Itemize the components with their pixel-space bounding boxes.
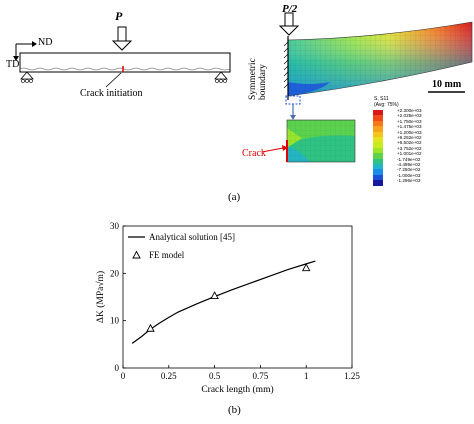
colorbar-swatch [373,180,383,186]
symmetry-hatching [283,41,289,89]
axis-nd-label: ND [38,37,53,48]
legend-marker-swatch [132,250,141,259]
crack-initiation-label: Crack initiation [80,88,143,99]
legend-label-fe: FE model [149,250,185,260]
colorbar-value: +1.750e+03 [397,118,422,124]
legend-label-analytical: Analytical solution [45] [149,232,235,242]
beam-schematic [13,26,231,88]
colorbar-swatch [373,115,383,121]
axis-indicator [13,41,37,61]
symmetric-boundary-label: Symmetric boundary [248,58,268,100]
colorbar-swatch [373,120,383,127]
load-arrow-p [111,26,133,51]
plot-frame [122,225,353,369]
colorbar-value: +3.752e+02 [397,145,422,151]
caption-b: (b) [228,404,241,416]
series-analytical-line [131,260,316,344]
colorbar-value: -7.250e+02 [397,167,421,173]
x-tick-label: 0.25 [161,371,177,381]
colorbar-value: +2.300e+03 [397,108,422,113]
colorbar-value: -1.296e+03 [397,178,421,184]
left-support [20,71,34,83]
colorbar-swatch [373,110,383,116]
contour-beam [287,21,473,97]
crack-pointer [105,72,122,88]
fe-marker [146,323,155,332]
load-label-p2: P/2 [282,3,298,15]
x-tick-label: 1 [304,371,309,381]
load-label-p: P [115,9,123,23]
x-tick-label: 0 [121,371,126,381]
dk-chart: 0 0.25 0.5 0.75 1 1.25 0 10 20 30 Crack length (mm… [95,221,360,395]
colorbar-value: +1.200e+03 [397,129,422,135]
y-tick-label: 30 [110,221,120,231]
x-tick-label: 0.75 [253,371,269,381]
fe-marker [210,291,219,300]
colorbar-swatch [373,131,383,137]
colorbar-swatch [373,169,383,175]
colorbar-value: -1.000e+03 [397,172,421,178]
x-tick-label: 0.5 [209,371,221,381]
zoomed-inset [286,119,356,163]
y-tick-label: 10 [110,316,120,326]
colorbar-value: +1.001e+02 [397,151,422,157]
colorbar-value: +6.502e+02 [397,140,422,146]
colorbar-swatch [373,158,383,164]
load-arrow-p2 [278,12,300,36]
y-axis-label: ΔK (MPa√m) [95,271,106,323]
x-axis-label: Crack length (mm) [201,384,273,395]
crack-label: Crack [242,148,266,159]
y-tick-label: 20 [110,268,120,278]
colorbar-value: -1.749e+02 [397,156,421,162]
scale-bar-label: 10 mm [432,79,462,90]
colorbar-title: S, S11 [374,96,389,102]
colorbar-swatch [373,153,383,159]
beam-wavy-bottom [19,67,231,71]
colorbar-value: +9.252e+02 [397,135,422,140]
crack-arrow [261,147,284,153]
beam [19,52,231,73]
colorbar-subtitle: (Avg: 75%) [374,102,399,108]
caption-a: (a) [228,191,241,203]
y-tick-label: 0 [115,363,120,373]
colorbar-value: +2.025e+03 [397,113,422,119]
colorbar-swatch [373,164,383,170]
colorbar-value: -4.499e+02 [397,162,421,167]
fe-contour-figure [261,12,473,163]
colorbar-swatch [373,137,383,143]
x-tick-label: 1.25 [344,371,360,381]
colorbar-swatch [373,174,383,181]
colorbar-value: +1.475e+03 [397,124,422,130]
colorbar-swatch [373,147,383,154]
axis-td-label: TD [6,59,20,70]
fe-marker [301,263,311,272]
right-support [214,71,228,83]
colorbar-swatch [373,126,383,132]
colorbar-swatch [373,142,383,148]
